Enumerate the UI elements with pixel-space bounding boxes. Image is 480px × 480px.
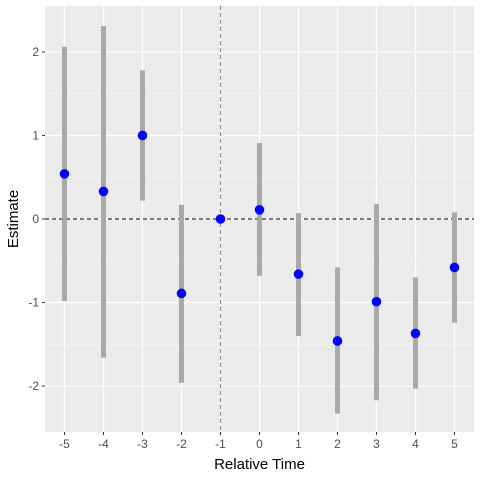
x-tick-label: 4 bbox=[412, 437, 419, 451]
point-estimate bbox=[254, 205, 265, 215]
y-axis-title: Estimate bbox=[5, 190, 22, 248]
x-axis-ticks: -5 -4 -3 -2 -1 0 1 2 3 4 5 bbox=[59, 432, 458, 451]
point-estimate bbox=[449, 262, 460, 273]
x-tick-label: -3 bbox=[137, 437, 148, 451]
point-estimate bbox=[215, 214, 226, 224]
point-estimate bbox=[371, 296, 382, 307]
x-tick-label: 0 bbox=[256, 437, 263, 451]
x-tick-label: -4 bbox=[98, 437, 109, 451]
point-estimate bbox=[59, 169, 70, 179]
y-tick-label: 0 bbox=[32, 212, 39, 226]
y-axis-ticks: -2 -1 0 1 2 bbox=[28, 45, 45, 393]
point-estimate bbox=[410, 328, 421, 339]
x-tick-label: 3 bbox=[373, 437, 380, 451]
x-tick-label: 5 bbox=[451, 437, 458, 451]
point-estimate bbox=[293, 269, 304, 279]
x-tick-label: -5 bbox=[59, 437, 70, 451]
y-tick-label: -2 bbox=[28, 379, 39, 393]
x-tick-label: 1 bbox=[295, 437, 302, 451]
point-estimate bbox=[176, 288, 187, 299]
x-tick-label: 2 bbox=[334, 437, 341, 451]
x-axis-title: Relative Time bbox=[214, 456, 305, 473]
y-tick-label: 2 bbox=[32, 45, 39, 59]
y-tick-label: 1 bbox=[32, 128, 39, 142]
point-estimate bbox=[98, 186, 109, 197]
point-estimate bbox=[137, 130, 148, 141]
point-estimates bbox=[59, 130, 460, 346]
x-tick-label: -1 bbox=[215, 437, 226, 451]
x-tick-label: -2 bbox=[176, 437, 187, 451]
y-tick-label: -1 bbox=[28, 296, 39, 310]
point-estimate bbox=[332, 336, 343, 346]
